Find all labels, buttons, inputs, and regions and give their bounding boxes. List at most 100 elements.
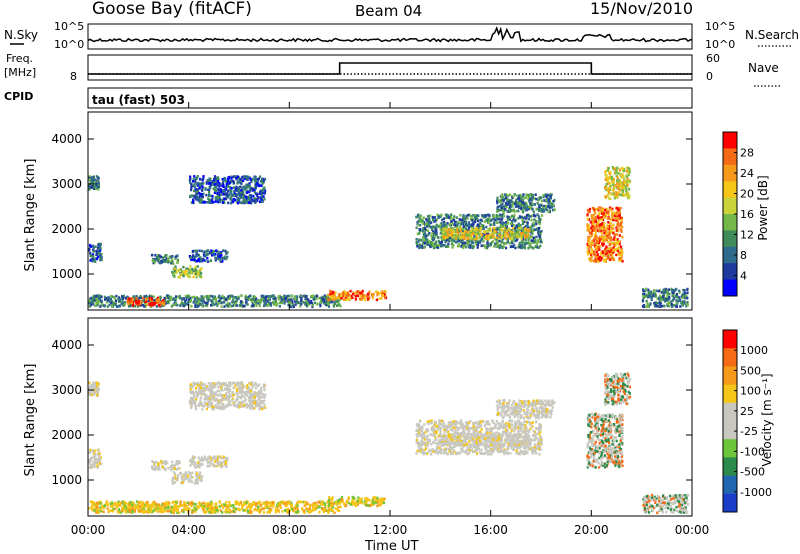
data-point: [120, 302, 123, 306]
data-point: [506, 215, 509, 218]
data-point: [538, 208, 541, 211]
data-point: [192, 269, 195, 273]
data-point: [228, 297, 231, 300]
data-point: [502, 206, 505, 210]
data-point: [518, 233, 521, 237]
data-point: [195, 190, 199, 194]
data-point: [191, 471, 194, 475]
data-point: [187, 474, 190, 478]
data-point: [254, 183, 257, 186]
data-point: [509, 203, 512, 207]
data-point: [462, 242, 465, 245]
power-cbar-tick: 20: [740, 188, 754, 201]
data-point: [497, 227, 500, 230]
data-point: [231, 304, 234, 307]
data-point: [518, 215, 521, 218]
data-point: [198, 302, 201, 305]
data-point: [189, 459, 192, 462]
data-point: [602, 254, 605, 258]
data-point: [172, 273, 175, 277]
data-point: [496, 236, 499, 239]
data-point: [627, 167, 630, 170]
data-point: [603, 222, 606, 225]
data-point: [615, 229, 618, 232]
data-point: [619, 185, 622, 188]
data-point: [611, 241, 614, 245]
data-point: [650, 295, 654, 299]
data-point: [456, 239, 459, 242]
data-point: [194, 466, 197, 469]
data-point: [611, 254, 614, 258]
data-point: [231, 200, 235, 204]
data-point: [493, 235, 496, 239]
data-point: [105, 300, 108, 304]
data-point: [216, 461, 219, 464]
data-point: [593, 225, 596, 228]
data-point: [243, 392, 246, 396]
data-point: [276, 302, 279, 305]
data-point: [194, 255, 197, 259]
data-point: [421, 246, 424, 249]
data-point: [537, 239, 540, 242]
data-point: [527, 232, 530, 236]
data-point: [137, 297, 140, 300]
data-point: [200, 188, 204, 192]
data-point: [685, 304, 688, 308]
data-point: [231, 390, 234, 394]
data-point: [604, 258, 607, 261]
data-point: [661, 304, 664, 308]
data-point: [294, 303, 297, 306]
data-point: [97, 185, 100, 189]
data-point: [627, 192, 630, 196]
data-point: [213, 191, 216, 195]
data-point: [185, 298, 188, 302]
data-point: [216, 253, 220, 256]
data-point: [151, 460, 154, 463]
data-point: [274, 300, 277, 303]
data-point: [209, 382, 212, 385]
data-point: [489, 243, 493, 247]
data-point: [194, 269, 197, 272]
data-point: [678, 289, 681, 293]
data-point: [517, 206, 521, 210]
data-point: [531, 223, 534, 226]
data-point: [492, 231, 495, 235]
data-point: [539, 244, 542, 248]
data-point: [255, 297, 258, 300]
data-point: [492, 215, 495, 218]
data-point: [534, 193, 537, 196]
data-point: [95, 386, 98, 390]
data-point: [416, 244, 419, 248]
data-point: [613, 233, 617, 237]
data-point: [232, 386, 235, 389]
data-point: [546, 193, 549, 197]
data-point: [466, 237, 469, 241]
data-point: [89, 297, 92, 300]
data-point: [510, 200, 513, 203]
data-point: [244, 296, 247, 299]
data-point: [215, 179, 218, 182]
data-point: [251, 399, 254, 402]
power-ytick-label: 2000: [51, 222, 82, 236]
data-point: [448, 227, 451, 231]
data-point: [613, 218, 616, 221]
data-point: [211, 180, 214, 183]
data-point: [375, 298, 378, 302]
data-point: [587, 225, 590, 229]
data-point: [495, 210, 499, 213]
data-point: [225, 405, 228, 408]
data-point: [89, 448, 92, 452]
data-point: [129, 300, 132, 304]
data-point: [491, 218, 494, 221]
data-point: [282, 296, 285, 300]
data-point: [202, 175, 205, 178]
data-point: [294, 300, 297, 304]
data-point: [547, 198, 550, 202]
data-point: [625, 190, 628, 193]
data-point: [506, 194, 509, 197]
data-point: [96, 381, 99, 385]
data-point: [209, 392, 212, 395]
power-cbar-tick: 16: [740, 208, 754, 221]
data-point: [470, 214, 473, 218]
data-point: [462, 246, 465, 250]
